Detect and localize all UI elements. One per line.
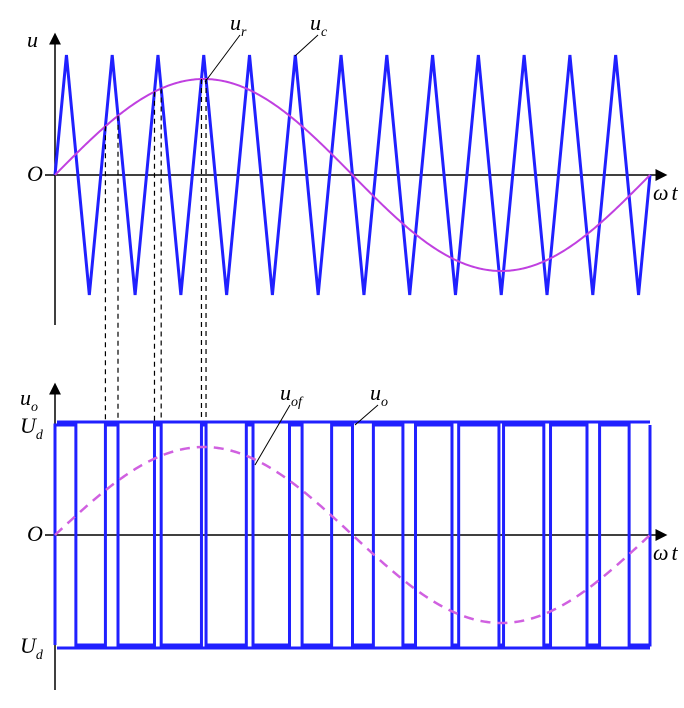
label-uo: uo — [370, 380, 388, 410]
leader-ur — [205, 35, 240, 82]
top-y-label: u — [27, 27, 38, 52]
label-uof: uof — [280, 380, 304, 410]
label-ur: ur — [230, 10, 247, 40]
label-uc: uc — [310, 10, 328, 40]
leader-uof — [255, 405, 290, 465]
leader-uc — [295, 35, 318, 56]
bottom-y-label: uo — [20, 385, 38, 415]
ud-bottom-label: Ud — [20, 633, 44, 663]
top-x-label: ωt — [653, 180, 679, 205]
top-origin-label: O — [27, 161, 43, 186]
ud-top-label: Ud — [20, 413, 44, 443]
bottom-origin-label: O — [27, 521, 43, 546]
bottom-x-label: ωt — [653, 540, 679, 565]
